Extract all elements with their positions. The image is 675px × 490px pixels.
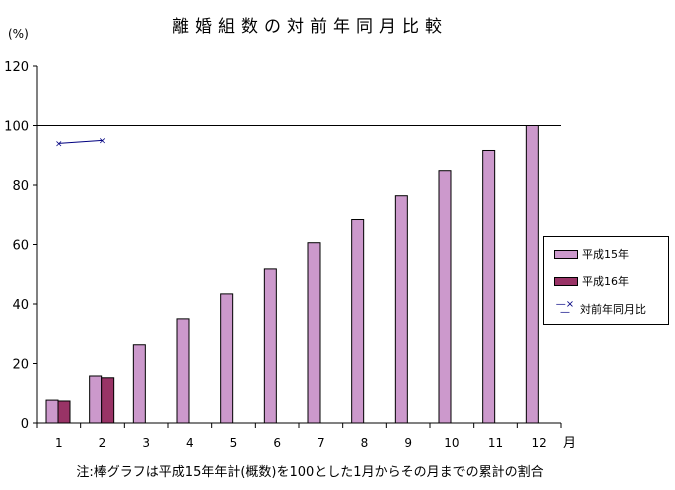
- y-axis-unit: (%): [8, 27, 29, 41]
- bar-h16: [57, 400, 71, 424]
- legend-label: 対前年同月比: [580, 303, 646, 316]
- y-tick-label: 0: [21, 417, 29, 432]
- legend-item-h15: 平成15年: [554, 246, 629, 262]
- x-tick-label: 10: [444, 436, 459, 450]
- bar-h15: [394, 195, 408, 424]
- footnote: 注:棒グラフは平成15年年計(概数)を100とした1月からその月までの累計の割合: [76, 465, 544, 480]
- x-marker-icon: ×: [55, 139, 63, 149]
- ratio-line: [58, 139, 103, 144]
- y-tick-label: 120: [4, 60, 29, 75]
- bar-h15: [351, 219, 365, 424]
- y-tick-label: 100: [4, 120, 29, 135]
- x-tick-label: 1: [55, 436, 63, 450]
- legend-item-h16: 平成16年: [554, 273, 629, 289]
- bar-h15: [176, 318, 190, 424]
- bar-h15: [132, 344, 146, 424]
- x-marker-icon: ×: [99, 136, 107, 146]
- bar-h15: [89, 375, 103, 424]
- y-tick-label: 80: [12, 179, 29, 194]
- line-marker-icon: —×—: [555, 299, 575, 318]
- bar-h15: [45, 399, 59, 424]
- y-tick-label: 20: [12, 358, 29, 373]
- bar-h15: [220, 293, 234, 424]
- x-tick-label: 9: [404, 436, 412, 450]
- y-tick-label: 40: [12, 298, 29, 313]
- x-tick-label: 4: [186, 436, 194, 450]
- legend: 平成15年 平成16年 —×— 対前年同月比: [543, 236, 669, 325]
- x-tick-label: 7: [317, 436, 325, 450]
- bar-h16: [101, 377, 115, 424]
- x-tick-label: 8: [361, 436, 369, 450]
- x-tick-label: 12: [532, 436, 547, 450]
- bar-h15: [438, 170, 452, 424]
- x-tick-label: 2: [99, 436, 107, 450]
- legend-label: 平成16年: [582, 275, 629, 288]
- legend-swatch-h15: [554, 249, 578, 259]
- x-tick-label: 5: [230, 436, 238, 450]
- x-tick-label: 3: [142, 436, 150, 450]
- legend-label: 平成15年: [582, 248, 629, 261]
- x-tick-label: 6: [273, 436, 281, 450]
- bar-h15: [482, 149, 496, 424]
- legend-item-ratio: —×— 対前年同月比: [554, 299, 646, 318]
- bar-h15: [307, 242, 321, 424]
- chart-title: 離婚組数の対前年同月比較: [172, 17, 448, 37]
- bar-h15: [525, 125, 539, 424]
- legend-swatch-h16: [554, 276, 578, 286]
- y-tick-label: 60: [12, 239, 29, 254]
- bar-h15: [263, 268, 277, 424]
- x-axis-unit: 月: [563, 436, 577, 451]
- x-tick-label: 11: [488, 436, 503, 450]
